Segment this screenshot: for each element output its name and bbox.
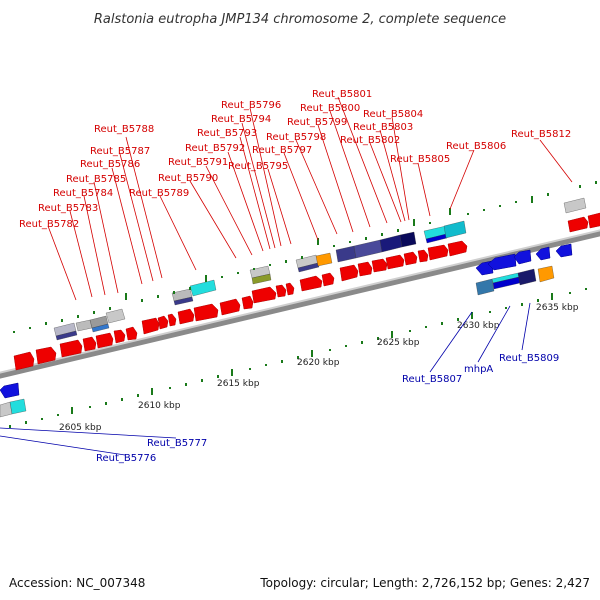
gene-label: Reut_B5812 <box>511 129 571 140</box>
gene-arrow <box>385 254 405 270</box>
gene-arrow <box>285 282 295 296</box>
gene-label: Reut_B5777 <box>147 438 207 449</box>
tick-label: 2605 kbp <box>59 423 102 433</box>
accession-text: Accession: NC_007348 <box>9 576 145 590</box>
summary-text: Topology: circular; Length: 2,726,152 bp… <box>259 576 590 590</box>
reverse-genes <box>0 243 573 399</box>
gene-label: Reut_B5794 <box>211 114 271 125</box>
gene-arrow <box>275 284 287 298</box>
gene-label: Reut_B5785 <box>66 174 126 185</box>
gene-arrow <box>371 258 388 273</box>
map-title: Ralstonia eutropha JMP134 chromosome 2, … <box>94 12 506 27</box>
gene-arrow <box>167 313 177 327</box>
gene-label: Reut_B5800 <box>300 103 360 114</box>
gene-arrow <box>59 339 83 358</box>
gene-arrow <box>321 272 335 287</box>
gene-label: Reut_B5802 <box>340 135 400 146</box>
gene-arrow <box>567 216 589 233</box>
gene-arrow <box>487 253 517 271</box>
gene-label: Reut_B5786 <box>80 159 140 170</box>
gene-arrow <box>35 346 57 365</box>
gene-label: Reut_B5793 <box>197 128 257 139</box>
gene-arrow <box>241 295 254 310</box>
gene-arrow <box>427 244 449 261</box>
gene-arrow <box>251 286 277 304</box>
gene-label: Reut_B5806 <box>446 141 506 152</box>
gene-arrow <box>95 332 114 349</box>
gene-arrow <box>82 336 97 352</box>
backbone <box>0 229 600 379</box>
gene-arrow <box>555 243 573 258</box>
gene-label: Reut_B5799 <box>287 117 347 128</box>
forward-genes <box>13 212 600 371</box>
gene-label: Reut_B5804 <box>363 109 423 120</box>
reverse-labels: Reut_B5777 Reut_B5776 Reut_B5807 mhpA Re… <box>96 353 559 464</box>
gene-label: mhpA <box>464 364 493 375</box>
gene-arrow <box>417 249 429 263</box>
gene-label: Reut_B5789 <box>129 188 189 199</box>
gene-arrow <box>0 382 20 399</box>
gene-arrow <box>193 303 219 322</box>
gene-label: Reut_B5788 <box>94 124 154 135</box>
tick-label: 2625 kbp <box>377 338 420 348</box>
gene-arrow <box>125 326 138 341</box>
forward-leaders <box>47 96 573 301</box>
gene-label: Reut_B5790 <box>158 173 218 184</box>
gene-arrow <box>339 264 359 282</box>
tick-label: 2630 kbp <box>457 321 500 331</box>
ticks-lower <box>9 288 587 428</box>
gene-label: Reut_B5776 <box>96 453 156 464</box>
gene-arrow <box>299 275 323 292</box>
gene-label: Reut_B5784 <box>53 188 113 199</box>
gene-arrow <box>113 329 126 344</box>
ticks-upper <box>13 181 597 333</box>
gene-label: Reut_B5787 <box>90 146 150 157</box>
gene-label: Reut_B5791 <box>168 157 228 168</box>
gene-label: Reut_B5801 <box>312 89 372 100</box>
tick-label: 2620 kbp <box>297 358 340 368</box>
gene-label: Reut_B5797 <box>252 145 312 156</box>
gene-label: Reut_B5807 <box>402 374 462 385</box>
forward-labels: Reut_B5782 Reut_B5783 Reut_B5784 Reut_B5… <box>19 89 571 230</box>
feature-boxes <box>53 197 587 341</box>
gene-label: Reut_B5792 <box>185 143 245 154</box>
gene-label: Reut_B5795 <box>228 161 288 172</box>
gene-arrow <box>157 315 169 330</box>
reverse-feature-boxes <box>0 265 555 418</box>
gene-label: Reut_B5803 <box>353 122 413 133</box>
gene-arrow <box>357 261 373 277</box>
gene-label: Reut_B5809 <box>499 353 559 364</box>
gene-label: Reut_B5782 <box>19 219 79 230</box>
gene-arrow <box>535 246 551 261</box>
gene-arrow <box>141 317 160 335</box>
tick-label: 2635 kbp <box>536 303 579 313</box>
gene-label: Reut_B5796 <box>221 100 281 111</box>
gene-arrow <box>513 249 532 265</box>
gene-arrow <box>219 298 241 316</box>
gene-label: Reut_B5798 <box>266 132 326 143</box>
gene-arrow <box>13 351 35 371</box>
reverse-leaders <box>0 302 531 456</box>
gene-arrow <box>403 251 418 266</box>
tick-label: 2610 kbp <box>138 401 181 411</box>
tick-labels: 2605 kbp 2610 kbp 2615 kbp 2620 kbp 2625… <box>59 303 579 433</box>
gene-arrow <box>587 212 600 229</box>
gene-label: Reut_B5805 <box>390 154 450 165</box>
gene-arrow <box>177 308 195 325</box>
gene-label: Reut_B5783 <box>38 203 98 214</box>
gene-arrow <box>447 240 468 257</box>
tick-label: 2615 kbp <box>217 379 260 389</box>
